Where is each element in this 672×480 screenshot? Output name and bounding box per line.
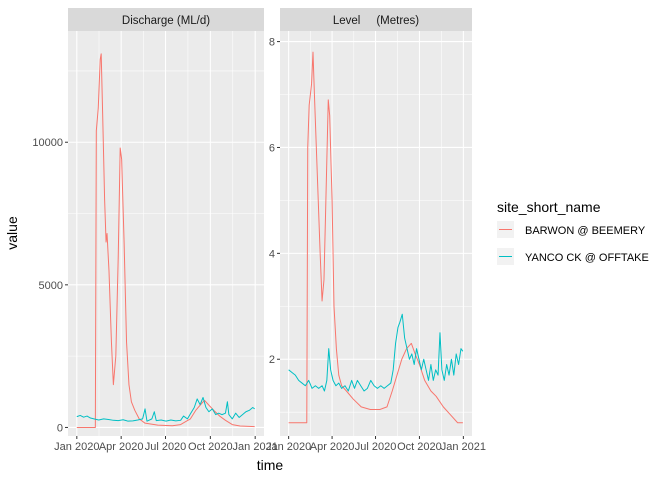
legend-entry-barwon: BARWON @ BEEMERY [497, 221, 646, 238]
legend-title: site_short_name [497, 199, 601, 215]
series-line-yanco [76, 397, 255, 422]
y-tick-label: 5000 [39, 280, 63, 292]
y-tick-label: 6 [269, 142, 275, 154]
y-tick-label: 0 [57, 422, 63, 434]
panel-level-lines [288, 51, 464, 424]
panel-level-strip [280, 8, 472, 31]
panel-discharge-title: Discharge (ML/d) [122, 15, 210, 27]
legend-label-yanco: YANCO CK @ OFFTAKE [525, 252, 649, 264]
panel-discharge-grid [68, 31, 264, 436]
panel-level-title: Level (Metres) [333, 15, 419, 27]
x-tick-label: Jan 2020 [266, 441, 311, 453]
y-tick-label: 2 [269, 354, 275, 366]
panel-level-y-axis: 2 4 6 8 [269, 37, 280, 366]
y-tick-label: 8 [269, 37, 275, 49]
y-axis-title: value [4, 216, 20, 250]
x-tick-label: Jul 2020 [145, 441, 187, 453]
series-line-yanco [288, 313, 464, 392]
x-tick-label: Jan 2021 [233, 441, 278, 453]
legend-label-barwon: BARWON @ BEEMERY [525, 225, 646, 237]
legend-entry-yanco: YANCO CK @ OFFTAKE [497, 248, 649, 265]
panel-discharge-strip [68, 8, 264, 31]
series-line-barwon [288, 51, 463, 424]
x-axis-title: time [257, 457, 284, 473]
x-tick-label: Jan 2020 [54, 441, 99, 453]
panel-discharge-x-axis: Jan 2020 Apr 2020 Jul 2020 Oct 2020 Jan 2021 [54, 436, 278, 453]
panel-discharge-y-axis: 0 5000 10000 [32, 137, 68, 434]
panel-level-grid [280, 31, 472, 436]
panel-discharge: Discharge (ML/d) 0 5000 10000 Jan 2020 Apr … [32, 8, 278, 453]
y-tick-label: 4 [269, 248, 275, 260]
x-tick-label: Oct 2020 [188, 441, 233, 453]
x-tick-label: Apr 2020 [99, 441, 144, 453]
x-tick-label: Oct 2020 [397, 441, 442, 453]
series-line-barwon [76, 53, 255, 428]
panel-discharge-lines [76, 53, 255, 428]
x-tick-label: Apr 2020 [310, 441, 355, 453]
legend: site_short_name BARWON @ BEEMERY YANCO C… [497, 199, 649, 265]
x-tick-label: Jan 2021 [441, 441, 486, 453]
y-tick-label: 10000 [32, 137, 63, 149]
x-tick-label: Jul 2020 [355, 441, 397, 453]
